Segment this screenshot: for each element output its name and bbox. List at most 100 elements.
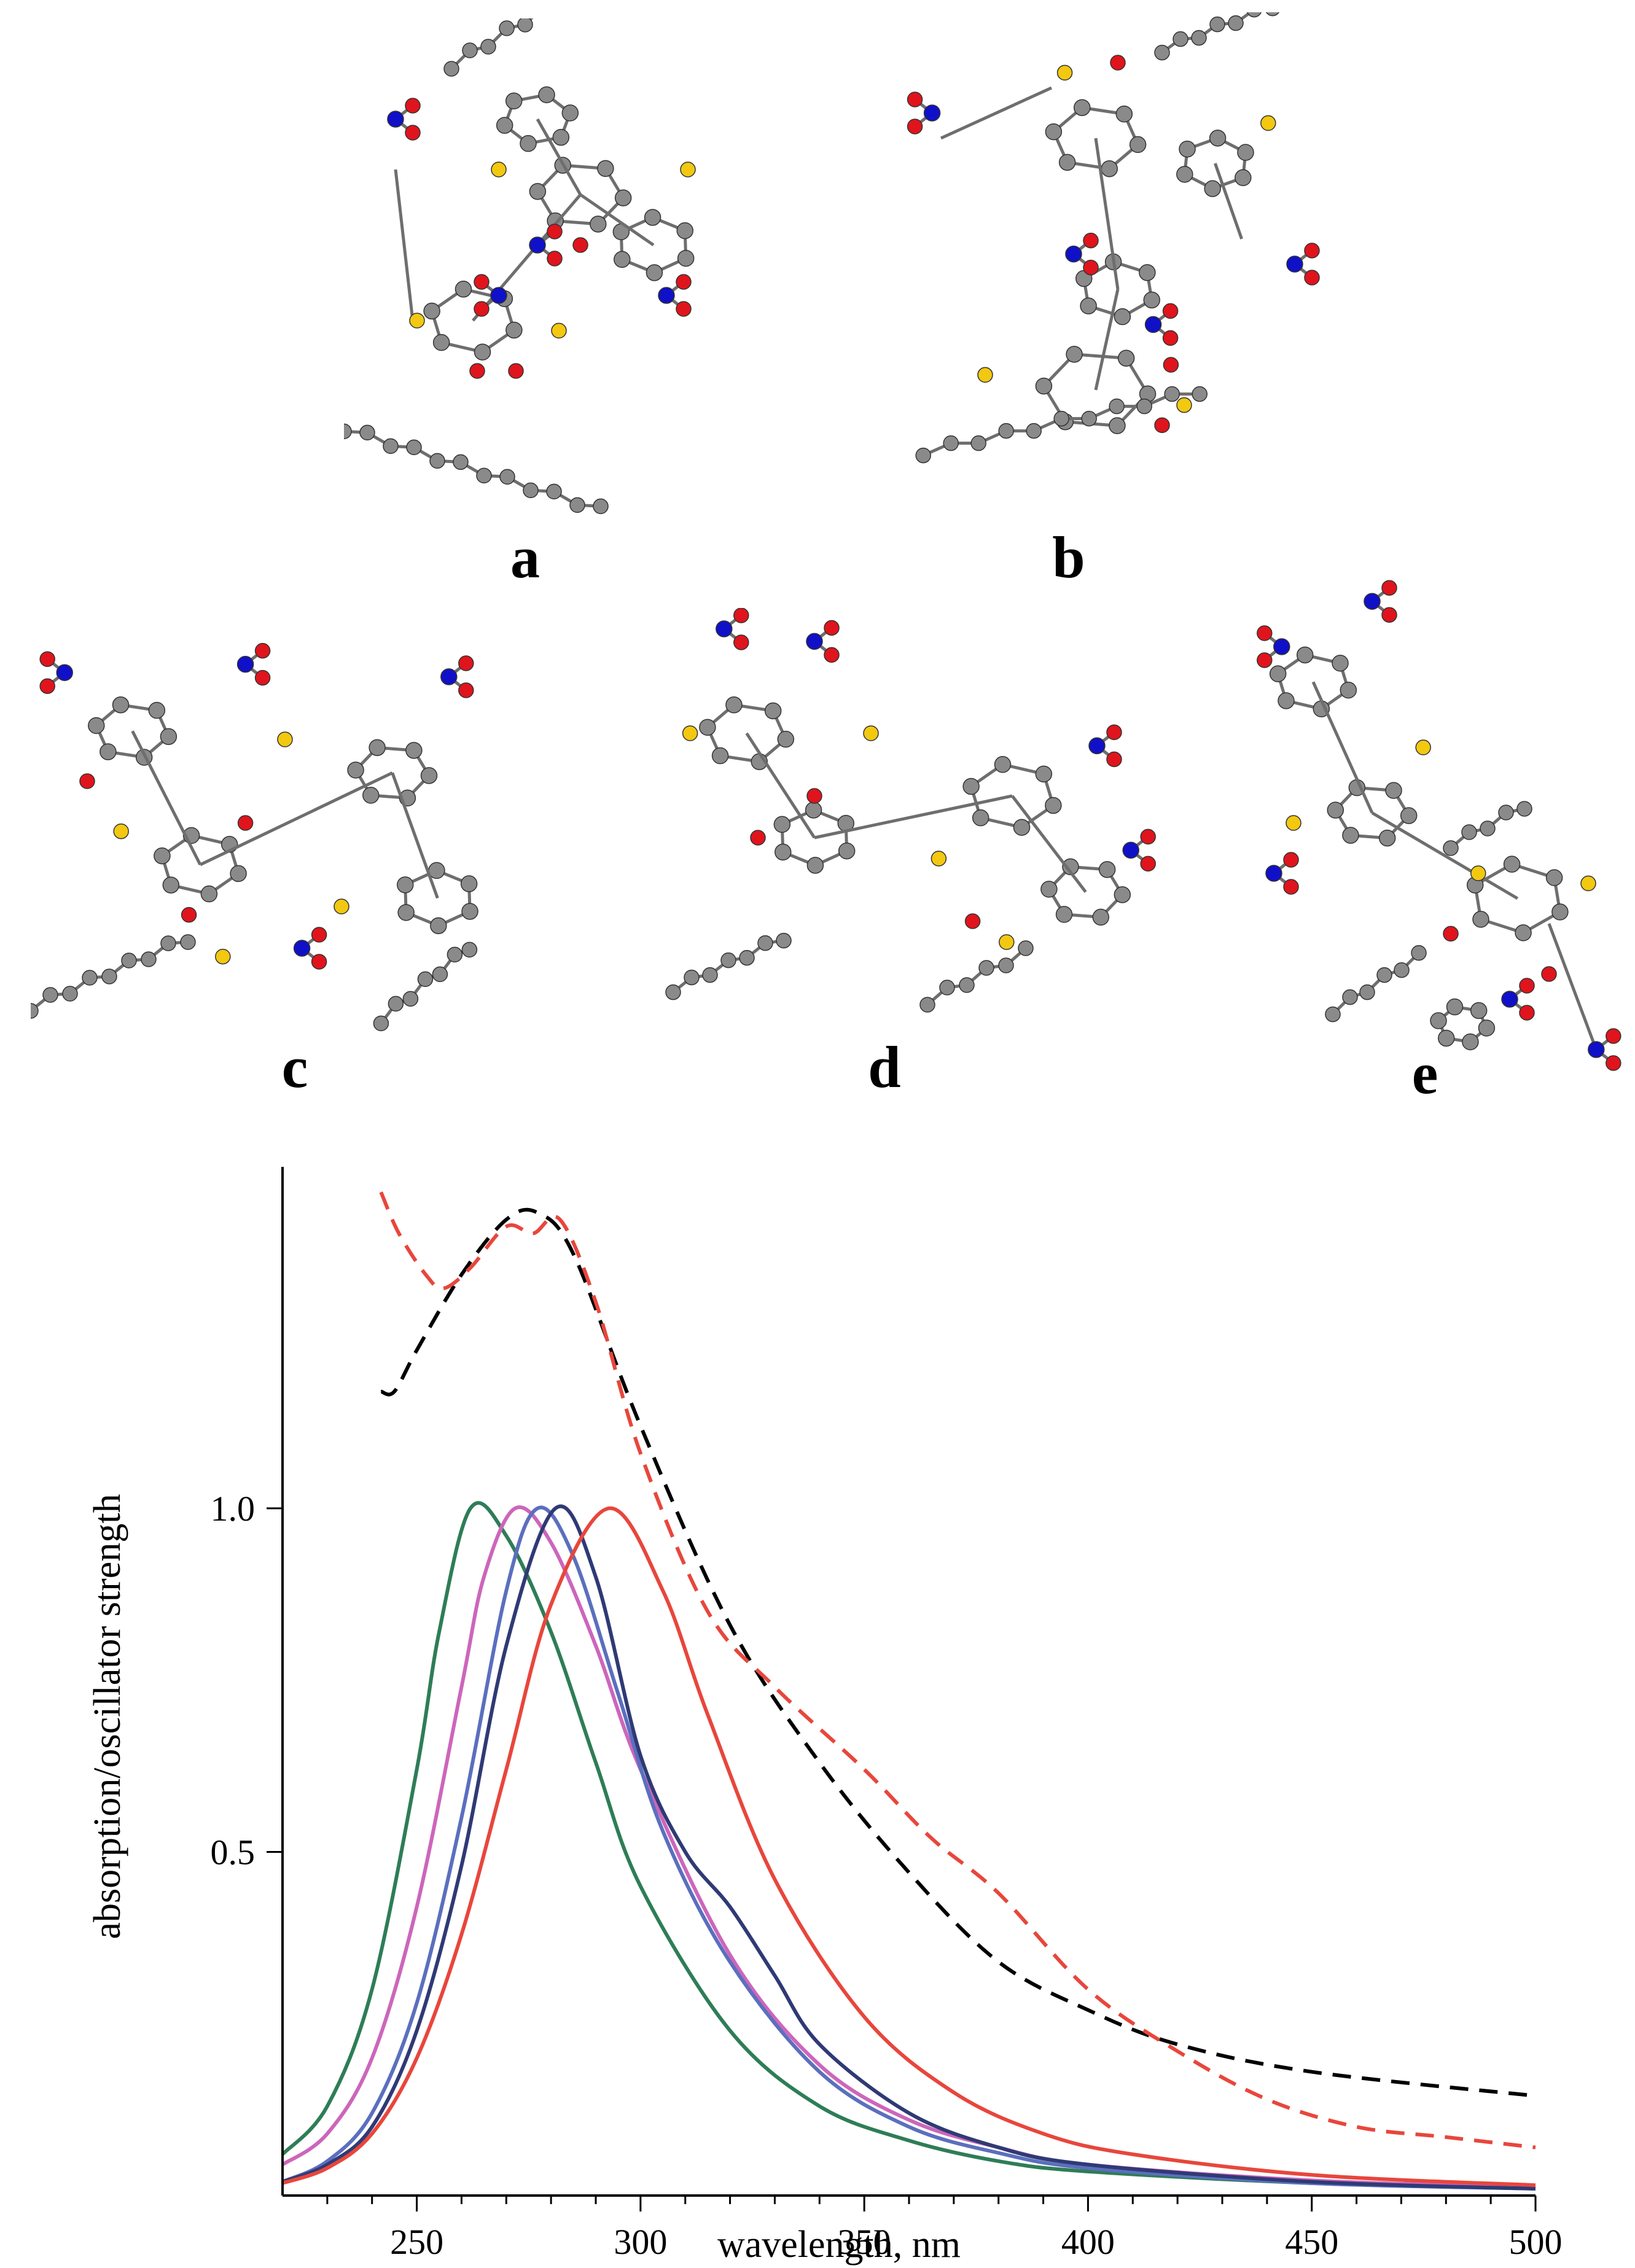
sulfur-atom (409, 313, 425, 329)
carbon-atom (1470, 1002, 1488, 1019)
x-tick-label: 250 (390, 2222, 443, 2262)
carbon-atom (1394, 962, 1410, 978)
x-tick-label: 350 (838, 2222, 891, 2262)
carbon-atom (806, 857, 824, 874)
nitrogen-atom (716, 620, 733, 637)
carbon-atom (1040, 881, 1058, 898)
bond (745, 732, 816, 839)
carbon-atom (684, 969, 700, 986)
sulfur-atom (977, 367, 993, 383)
molecule-structure-d (665, 608, 1156, 1013)
carbon-atom (417, 971, 434, 988)
oxygen-atom (733, 634, 749, 650)
carbon-atom (1327, 801, 1344, 819)
carbon-atom (590, 216, 607, 233)
oxygen-atom (458, 682, 474, 698)
carbon-atom (1192, 386, 1208, 402)
carbon-atom (962, 777, 980, 795)
bond (1094, 138, 1120, 290)
x-tick-label: 300 (614, 2222, 667, 2262)
oxygen-atom (1381, 607, 1397, 623)
series-line-4 (282, 1506, 1536, 2188)
carbon-atom (919, 997, 935, 1013)
oxygen-atom (907, 119, 923, 134)
carbon-atom (505, 321, 523, 339)
carbon-atom (552, 128, 570, 146)
oxygen-atom (1163, 357, 1179, 373)
bond (1547, 923, 1598, 1050)
oxygen-atom (1283, 852, 1299, 868)
carbon-atom (1437, 1029, 1455, 1047)
molecule-atoms (344, 18, 696, 515)
bond (536, 118, 582, 196)
carbon-atom (1176, 166, 1193, 183)
carbon-atom (461, 941, 478, 958)
x-tick-label: 450 (1285, 2222, 1338, 2262)
carbon-atom (1378, 829, 1396, 847)
sulfur-atom (1415, 739, 1431, 755)
sulfur-atom (551, 322, 567, 339)
dashed-series-line-5 (380, 1207, 1536, 2098)
series-line-2 (281, 1505, 1536, 2191)
carbon-atom (1209, 16, 1225, 33)
bond (394, 169, 415, 321)
carbon-atom (1058, 154, 1076, 171)
sulfur-atom (863, 725, 879, 741)
carbon-atom (1018, 940, 1034, 956)
carbon-atom (1359, 984, 1375, 1000)
carbon-atom (1332, 655, 1349, 672)
carbon-atom (1173, 31, 1188, 47)
oxygen-atom (1257, 625, 1273, 641)
oxygen-atom (676, 301, 692, 317)
carbon-atom (1430, 1012, 1447, 1029)
carbon-atom (1462, 1033, 1479, 1051)
carbon-atom (1109, 398, 1125, 415)
carbon-atom (644, 209, 661, 226)
carbon-atom (561, 104, 579, 122)
carbon-atom (1237, 144, 1254, 161)
carbon-atom (569, 497, 585, 513)
carbon-atom (1209, 130, 1227, 147)
oxygen-atom (254, 669, 271, 686)
carbon-atom (480, 39, 496, 55)
carbon-atom (447, 946, 463, 963)
carbon-atom (1472, 911, 1489, 928)
bond (1074, 353, 1126, 360)
carbon-atom (720, 952, 736, 968)
carbon-atom (614, 189, 632, 206)
carbon-atom (1376, 967, 1392, 983)
oxygen-atom (1606, 1055, 1621, 1071)
sulfur-atom (1176, 397, 1192, 413)
oxygen-atom (1083, 259, 1099, 276)
bond (391, 772, 439, 899)
carbon-atom (757, 935, 773, 951)
carbon-atom (430, 917, 447, 935)
oxygen-atom (1106, 724, 1122, 741)
oxygen-atom (824, 620, 840, 636)
carbon-atom (1296, 646, 1314, 664)
carbon-atom (499, 20, 515, 36)
carbon-atom (998, 423, 1014, 439)
carbon-atom (1278, 692, 1295, 709)
carbon-atom (1066, 346, 1083, 363)
carbon-atom (180, 934, 196, 950)
carbon-atom (505, 92, 523, 110)
carbon-atom (994, 756, 1012, 773)
carbon-atom (461, 903, 478, 920)
sulfur-atom (999, 934, 1015, 950)
oxygen-atom (1140, 855, 1156, 872)
bond (1214, 163, 1243, 240)
carbon-atom (1411, 945, 1427, 961)
carbon-atom (112, 696, 130, 714)
x-tick-label: 400 (1061, 2222, 1115, 2262)
sulfur-atom (1260, 115, 1276, 131)
sulfur-atom (491, 162, 507, 177)
carbon-atom (443, 61, 459, 77)
carbon-atom (1204, 180, 1221, 197)
carbon-atom (462, 42, 478, 58)
carbon-atom (388, 996, 404, 1012)
carbon-atom (1026, 423, 1042, 439)
carbon-atom (154, 847, 171, 865)
oxygen-atom (181, 906, 197, 923)
oxygen-atom (806, 788, 822, 804)
